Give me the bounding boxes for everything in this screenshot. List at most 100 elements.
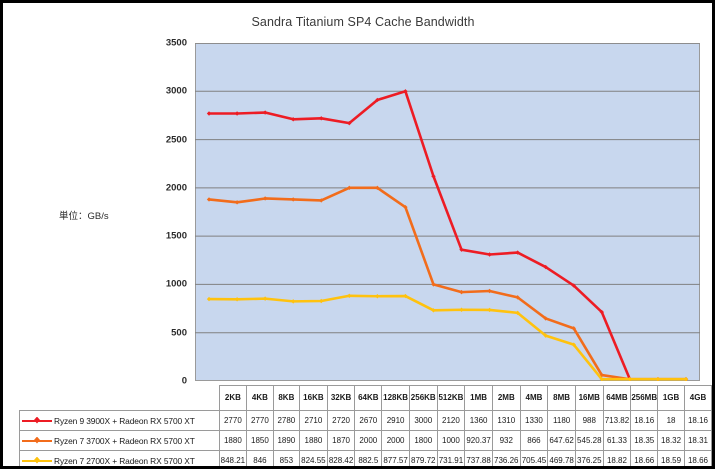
y-axis-tick-3500: 3500 (165, 37, 187, 49)
series-marker-0-1 (234, 111, 240, 116)
series-name-label: Ryzen 7 3700X + Radeon RX 5700 XT (54, 435, 195, 446)
table-cell-2-9: 737.88 (464, 450, 493, 466)
table-cell-1-10: 932 (491, 430, 521, 451)
series-marker-0-8 (431, 174, 436, 179)
table-cell-0-9: 1360 (464, 410, 493, 431)
y-axis-tick-2500: 2500 (165, 134, 187, 146)
series-marker-0-14 (599, 309, 605, 315)
table-cell-1-15: 18.35 (630, 430, 659, 451)
column-header-2MB: 2MB (491, 385, 521, 411)
table-cell-2-3: 824.55 (299, 450, 328, 466)
series-marker-0-2 (262, 110, 268, 115)
series-marker-0-11 (515, 250, 520, 255)
series-marker-0-13 (571, 283, 576, 288)
series-line-1 (207, 186, 688, 381)
series-marker-0-12 (543, 264, 548, 270)
table-corner-cell (20, 386, 220, 411)
y-axis-tick-1000: 1000 (165, 278, 187, 290)
y-axis: 0 500 1000 1500 2000 2500 3000 3500 (143, 38, 191, 387)
table-cell-2-11: 705.45 (519, 450, 549, 466)
table-header: 2KB 4KB 8KB 16KB 32KB 64KB 128KB 256KB 512KB 1MB 2… (20, 385, 712, 411)
table-cell-0-0: 2770 (218, 410, 248, 431)
series-marker-1-5 (347, 185, 352, 191)
series-marker-1-12 (543, 316, 548, 321)
series-marker-2-6 (375, 294, 380, 299)
column-header-8KB: 8KB (272, 385, 301, 411)
table-cell-2-8: 731.91 (436, 450, 466, 466)
series-marker-2-2 (262, 296, 268, 301)
series-marker-2-8 (431, 308, 436, 313)
legend-marker-icon (22, 416, 52, 426)
chart-title: Sandra Titanium SP4 Cache Bandwidth (251, 15, 475, 29)
chart-lines (195, 43, 700, 381)
table-cell-2-6: 877.57 (381, 450, 410, 466)
series-marker-1-4 (319, 198, 324, 203)
table-cell-2-7: 879.72 (408, 450, 438, 466)
table-cell-0-7: 3000 (408, 410, 438, 431)
column-header-4KB: 4KB (246, 385, 274, 411)
series-marker-0-0 (206, 111, 212, 116)
table-cell-0-8: 2120 (436, 410, 466, 431)
table-cell-1-3: 1880 (299, 430, 328, 451)
table-cell-0-17: 18.16 (683, 410, 712, 431)
series-marker-2-12 (543, 333, 548, 338)
data-table: 2KB 4KB 8KB 16KB 32KB 64KB 128KB 256KB 512KB 1MB 2… (19, 385, 712, 466)
table-cell-0-1: 2770 (246, 410, 274, 431)
series-marker-1-3 (290, 197, 296, 202)
y-axis-tick-0: 0 (181, 375, 187, 387)
series-legend-cell-2: Ryzen 7 2700X + Radeon RX 5700 XT (19, 450, 220, 466)
series-legend-cell-1: Ryzen 7 3700X + Radeon RX 5700 XT (19, 430, 220, 451)
table-cell-0-6: 2910 (381, 410, 410, 431)
table-cell-1-0: 1880 (218, 430, 248, 451)
series-marker-2-17 (683, 376, 689, 381)
table-cell-0-13: 988 (574, 410, 604, 431)
series-marker-1-13 (571, 326, 576, 331)
table-cell-1-11: 866 (519, 430, 549, 451)
table-cell-0-3: 2710 (299, 410, 328, 431)
series-marker-1-1 (234, 200, 240, 205)
table-cell-1-7: 1800 (408, 430, 438, 451)
series-marker-1-8 (431, 282, 436, 287)
unit-label: 単位：GB/s (59, 211, 109, 222)
table-cell-2-4: 828.42 (326, 450, 356, 466)
table-cell-2-13: 376.25 (574, 450, 604, 466)
table-row: Ryzen 7 3700X + Radeon RX 5700 XT 1880 185… (19, 430, 712, 451)
series-marker-1-0 (206, 197, 212, 202)
table-cell-1-2: 1890 (272, 430, 301, 451)
series-marker-1-7 (403, 204, 408, 210)
series-marker-2-1 (234, 297, 240, 302)
column-header-256KB: 256KB (408, 385, 438, 411)
column-header-128KB: 128KB (381, 385, 410, 411)
table-cell-2-17: 18.66 (683, 450, 712, 466)
column-header-1GB: 1GB (657, 385, 685, 411)
series-name-label: Ryzen 7 2700X + Radeon RX 5700 XT (54, 455, 195, 466)
series-marker-2-15 (627, 376, 633, 381)
table-cell-1-12: 647.62 (547, 430, 576, 451)
series-marker-1-11 (515, 295, 520, 300)
table-cell-1-1: 1850 (246, 430, 274, 451)
table-cell-2-16: 18.59 (657, 450, 685, 466)
column-header-512KB: 512KB (436, 385, 466, 411)
series-marker-2-9 (459, 307, 464, 312)
column-header-1MB: 1MB (464, 385, 493, 411)
table-cell-0-12: 1180 (547, 410, 576, 431)
series-legend-cell-0: Ryzen 9 3900X + Radeon RX 5700 XT (19, 410, 220, 431)
table-row: Ryzen 7 2700X + Radeon RX 5700 XT 848.21 8… (19, 450, 712, 466)
table-cell-0-5: 2670 (354, 410, 383, 431)
column-header-4GB: 4GB (683, 385, 712, 411)
series-marker-1-2 (262, 196, 268, 201)
y-axis-tick-500: 500 (171, 327, 187, 339)
series-marker-0-10 (487, 252, 492, 257)
series-line-2 (207, 294, 688, 381)
series-name-label: Ryzen 9 3900X + Radeon RX 5700 XT (54, 415, 195, 426)
table-header-row: 2KB 4KB 8KB 16KB 32KB 64KB 128KB 256KB 512KB 1MB 2… (20, 385, 712, 411)
series-marker-0-4 (319, 116, 324, 121)
series-marker-0-7 (403, 89, 408, 94)
column-header-4MB: 4MB (519, 385, 549, 411)
column-header-64KB: 64KB (354, 385, 383, 411)
table-cell-0-2: 2780 (272, 410, 301, 431)
y-axis-tick-1500: 1500 (165, 230, 187, 242)
table-cell-2-1: 846 (246, 450, 274, 466)
series-marker-2-7 (403, 293, 408, 299)
